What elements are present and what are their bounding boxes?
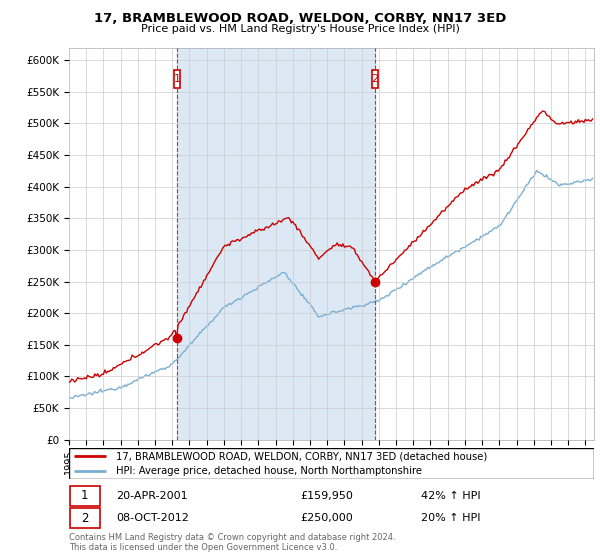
Bar — [177, 48, 375, 440]
Text: 42% ↑ HPI: 42% ↑ HPI — [421, 491, 481, 501]
Text: 20% ↑ HPI: 20% ↑ HPI — [421, 513, 480, 523]
Text: 2: 2 — [81, 511, 89, 525]
Text: 08-OCT-2012: 08-OCT-2012 — [116, 513, 189, 523]
Text: This data is licensed under the Open Government Licence v3.0.: This data is licensed under the Open Gov… — [69, 543, 337, 552]
FancyBboxPatch shape — [70, 508, 100, 528]
Text: Contains HM Land Registry data © Crown copyright and database right 2024.: Contains HM Land Registry data © Crown c… — [69, 533, 395, 542]
FancyBboxPatch shape — [174, 70, 180, 88]
Text: £250,000: £250,000 — [300, 513, 353, 523]
Text: 17, BRAMBLEWOOD ROAD, WELDON, CORBY, NN17 3ED (detached house): 17, BRAMBLEWOOD ROAD, WELDON, CORBY, NN1… — [116, 451, 487, 461]
FancyBboxPatch shape — [372, 70, 378, 88]
Text: £159,950: £159,950 — [300, 491, 353, 501]
Text: HPI: Average price, detached house, North Northamptonshire: HPI: Average price, detached house, Nort… — [116, 466, 422, 476]
Text: 1: 1 — [81, 489, 89, 502]
Text: 20-APR-2001: 20-APR-2001 — [116, 491, 188, 501]
FancyBboxPatch shape — [70, 486, 100, 506]
Text: 2: 2 — [371, 74, 379, 84]
Text: Price paid vs. HM Land Registry's House Price Index (HPI): Price paid vs. HM Land Registry's House … — [140, 24, 460, 34]
Text: 17, BRAMBLEWOOD ROAD, WELDON, CORBY, NN17 3ED: 17, BRAMBLEWOOD ROAD, WELDON, CORBY, NN1… — [94, 12, 506, 25]
Text: 1: 1 — [173, 74, 181, 84]
